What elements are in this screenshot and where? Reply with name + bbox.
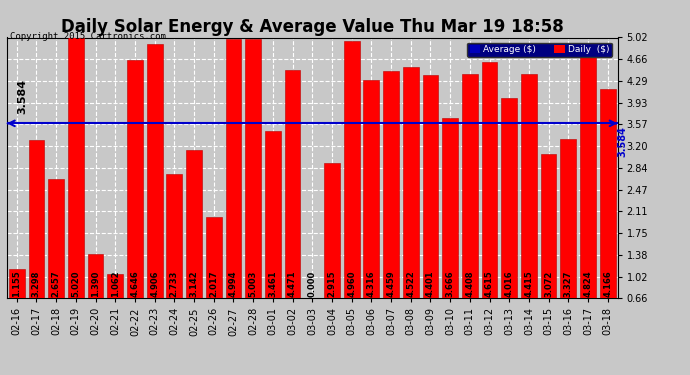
Text: 4.166: 4.166 <box>603 270 612 297</box>
Legend: Average ($), Daily  ($): Average ($), Daily ($) <box>467 42 612 57</box>
Text: 4.408: 4.408 <box>465 270 474 297</box>
Text: Copyright 2015 Cartronics.com: Copyright 2015 Cartronics.com <box>10 32 166 41</box>
Text: 4.016: 4.016 <box>504 270 514 297</box>
Text: 2.017: 2.017 <box>209 270 218 297</box>
Bar <box>226 39 241 338</box>
Text: 2.657: 2.657 <box>52 270 61 297</box>
Bar <box>521 74 537 338</box>
Text: 3.072: 3.072 <box>544 270 553 297</box>
Bar <box>462 74 477 338</box>
Bar <box>600 88 615 338</box>
Text: 4.459: 4.459 <box>386 270 395 297</box>
Text: 3.666: 3.666 <box>446 270 455 297</box>
Bar <box>580 49 596 338</box>
Bar <box>482 62 497 338</box>
Text: 5.003: 5.003 <box>248 270 257 297</box>
Text: 4.646: 4.646 <box>130 270 139 297</box>
Bar <box>147 44 163 338</box>
Text: 4.415: 4.415 <box>524 270 533 297</box>
Title: Daily Solar Energy & Average Value Thu Mar 19 18:58: Daily Solar Energy & Average Value Thu M… <box>61 18 564 36</box>
Bar <box>108 274 123 338</box>
Text: 4.522: 4.522 <box>406 270 415 297</box>
Bar <box>541 154 556 338</box>
Text: 3.584: 3.584 <box>18 79 28 114</box>
Bar <box>186 150 202 338</box>
Bar <box>403 67 419 338</box>
Text: 5.020: 5.020 <box>71 270 80 297</box>
Text: 3.461: 3.461 <box>268 270 277 297</box>
Text: 4.960: 4.960 <box>347 270 356 297</box>
Bar <box>28 140 44 338</box>
Bar <box>127 60 143 338</box>
Bar <box>560 139 576 338</box>
Text: 4.401: 4.401 <box>426 270 435 297</box>
Text: 2.733: 2.733 <box>170 270 179 297</box>
Bar <box>206 217 221 338</box>
Text: 1.155: 1.155 <box>12 270 21 297</box>
Text: 4.316: 4.316 <box>367 270 376 297</box>
Text: 3.298: 3.298 <box>32 270 41 297</box>
Text: 4.615: 4.615 <box>485 270 494 297</box>
Text: 2.915: 2.915 <box>328 270 337 297</box>
Bar <box>265 131 281 338</box>
Text: 4.824: 4.824 <box>584 270 593 297</box>
Bar <box>245 39 261 338</box>
Text: 1.390: 1.390 <box>91 270 100 297</box>
Text: 3.584: 3.584 <box>618 126 627 157</box>
Text: 4.906: 4.906 <box>150 270 159 297</box>
Bar <box>422 75 438 338</box>
Text: 3.327: 3.327 <box>564 270 573 297</box>
Bar <box>502 98 517 338</box>
Text: 4.471: 4.471 <box>288 270 297 297</box>
Text: 1.062: 1.062 <box>110 270 120 297</box>
Bar <box>324 164 339 338</box>
Bar <box>285 70 300 338</box>
Bar <box>383 71 399 338</box>
Bar <box>364 80 380 338</box>
Bar <box>68 38 83 338</box>
Bar <box>166 174 182 338</box>
Bar <box>9 268 25 338</box>
Bar <box>88 255 103 338</box>
Text: 4.994: 4.994 <box>229 270 238 297</box>
Bar <box>344 41 359 338</box>
Bar <box>442 118 458 338</box>
Bar <box>48 179 64 338</box>
Text: 3.142: 3.142 <box>190 270 199 297</box>
Text: 0.000: 0.000 <box>308 271 317 297</box>
